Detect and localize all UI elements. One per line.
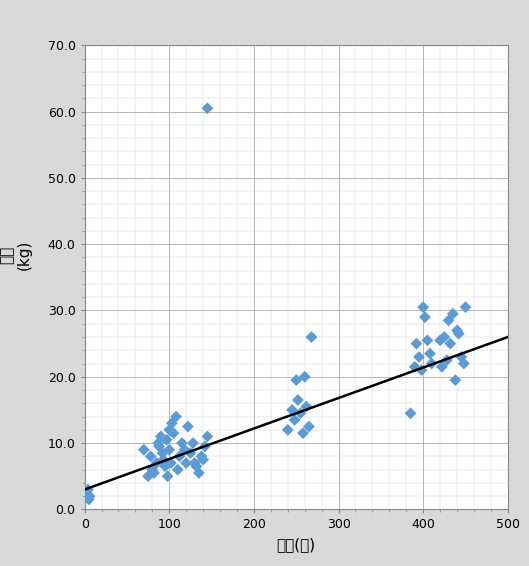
Point [460,359,468,368]
Point [140,445,148,454]
Point [169,428,178,438]
Point [148,465,157,474]
Point [195,469,203,478]
Point [453,326,461,335]
Point [451,376,460,385]
Point [157,432,165,441]
Point [288,405,296,414]
Point [175,452,184,461]
Point [421,312,429,321]
Point [182,458,190,468]
Point [167,458,175,468]
Point [154,439,162,448]
Point [150,469,158,478]
Point [292,376,300,385]
Point [300,372,309,381]
Point [82,488,90,498]
Point [165,445,174,454]
Point [423,336,432,345]
Point [192,462,200,471]
Point [449,309,457,318]
Point [190,458,199,468]
Point [172,412,180,421]
Point [412,339,421,348]
Point [168,419,176,428]
Point [203,104,212,113]
Point [197,452,206,461]
Point [436,336,444,345]
Point [426,349,434,358]
Point [200,442,209,451]
Point [165,425,174,434]
Point [161,462,169,471]
Point [184,422,192,431]
Point [296,409,305,418]
Point [189,439,197,448]
Point [411,362,419,371]
Point [203,432,212,441]
Point [307,332,316,341]
Point [199,455,207,464]
Point [180,445,189,454]
Point [86,492,94,501]
Point [144,471,152,481]
Point [461,303,470,312]
Point [294,396,302,405]
Point [406,409,415,418]
Text: 체중
(kg): 체중 (kg) [0,239,32,270]
Point [147,452,155,461]
Point [162,435,171,444]
Point [85,495,93,504]
Point [417,366,426,375]
Point [159,455,168,464]
Point [446,339,454,348]
Point [155,442,163,451]
Point [302,402,311,411]
X-axis label: 일령(일): 일령(일) [277,537,316,552]
Point [440,332,449,341]
Point [454,329,463,338]
Point [443,355,451,365]
Point [284,425,292,434]
Point [444,316,453,325]
Point [457,353,466,362]
Point [290,415,299,424]
Point [419,303,427,312]
Point [427,359,436,368]
Point [299,428,307,438]
Point [415,353,423,362]
Point [84,485,92,494]
Point [152,458,161,468]
Point [158,448,167,457]
Point [437,362,446,371]
Point [163,471,172,481]
Point [174,465,182,474]
Point [186,448,195,457]
Point [305,422,313,431]
Point [83,492,92,501]
Point [178,439,186,448]
